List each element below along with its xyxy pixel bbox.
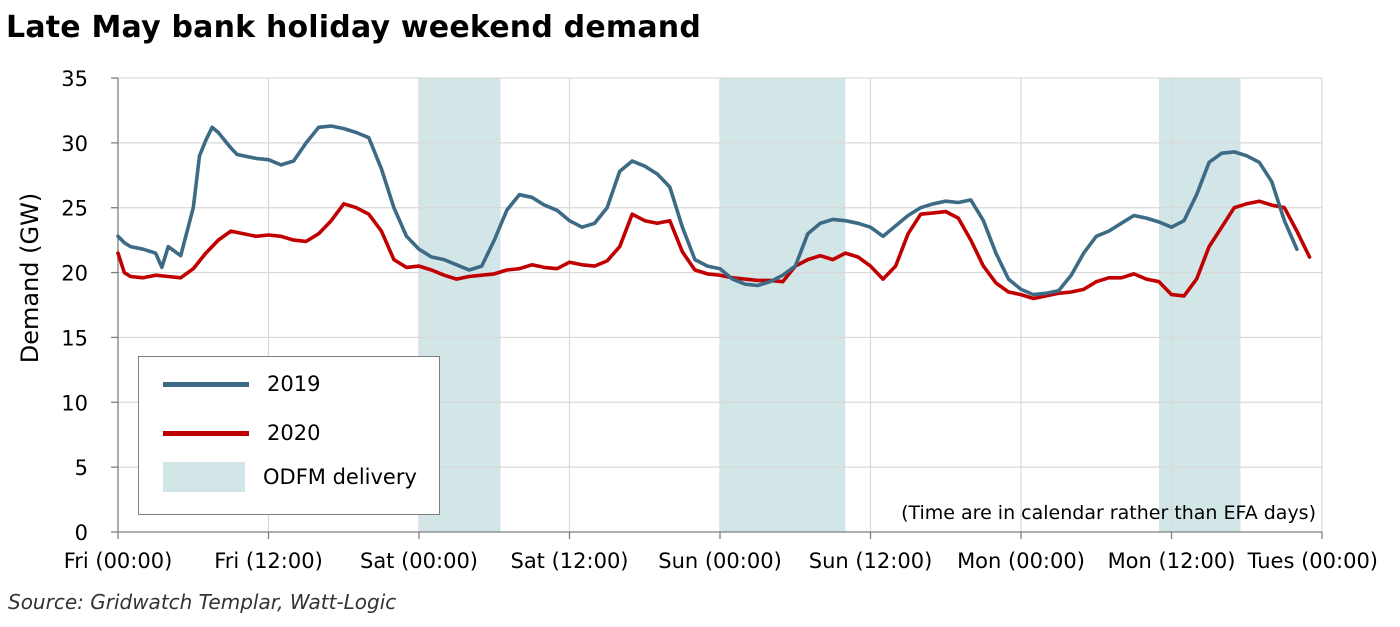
odfm-shaded-regions [419, 78, 1241, 532]
x-tick-label: Sun (12:00) [809, 549, 933, 573]
legend-item-odfm: ODFM delivery [163, 462, 417, 492]
legend-swatch-2019 [163, 381, 249, 387]
legend-item-2020: 2020 [163, 418, 320, 448]
y-tick-label: 30 [61, 132, 88, 156]
y-tick-label: 10 [61, 391, 88, 415]
legend-swatch-odfm [163, 462, 245, 492]
legend: 2019 2020 ODFM delivery [138, 356, 440, 515]
series-line-2020 [116, 199, 1312, 301]
time-note: (Time are in calendar rather than EFA da… [901, 502, 1316, 524]
y-tick-label: 5 [75, 456, 88, 480]
x-tick-labels: Fri (00:00) Fri (12:00) Sat (00:00) Sat (12… [64, 549, 1378, 573]
legend-label-odfm: ODFM delivery [263, 465, 417, 489]
x-tick-label: Tues (00:00) [1247, 549, 1378, 573]
x-tick-label: Fri (12:00) [214, 549, 323, 573]
legend-item-2019: 2019 [163, 369, 320, 399]
legend-swatch-2020 [163, 430, 249, 436]
y-tick-label: 0 [75, 521, 88, 545]
x-tick-label: Mon (00:00) [957, 549, 1085, 573]
series-line-2019 [116, 124, 1299, 297]
y-tick-label: 15 [61, 326, 88, 350]
legend-label-2019: 2019 [267, 372, 321, 396]
y-axis-label: Demand (GW) [16, 193, 44, 363]
x-tick-label: Fri (00:00) [64, 549, 173, 573]
y-tick-label: 25 [61, 197, 88, 221]
y-tick-labels: 0 5 10 15 20 25 30 35 [61, 67, 88, 545]
chart-title: Late May bank holiday weekend demand [6, 10, 702, 45]
legend-label-2020: 2020 [267, 421, 321, 445]
x-tick-label: Sat (00:00) [360, 549, 478, 573]
odfm-region-2 [720, 78, 846, 532]
axes [111, 77, 1323, 539]
x-tick-label: Sun (00:00) [658, 549, 782, 573]
y-tick-label: 35 [61, 67, 88, 91]
x-tick-label: Mon (12:00) [1108, 549, 1236, 573]
source-caption: Source: Gridwatch Templar, Watt-Logic [8, 590, 397, 614]
series-lines [116, 124, 1312, 301]
x-tick-label: Sat (12:00) [510, 549, 628, 573]
y-tick-label: 20 [61, 262, 88, 286]
